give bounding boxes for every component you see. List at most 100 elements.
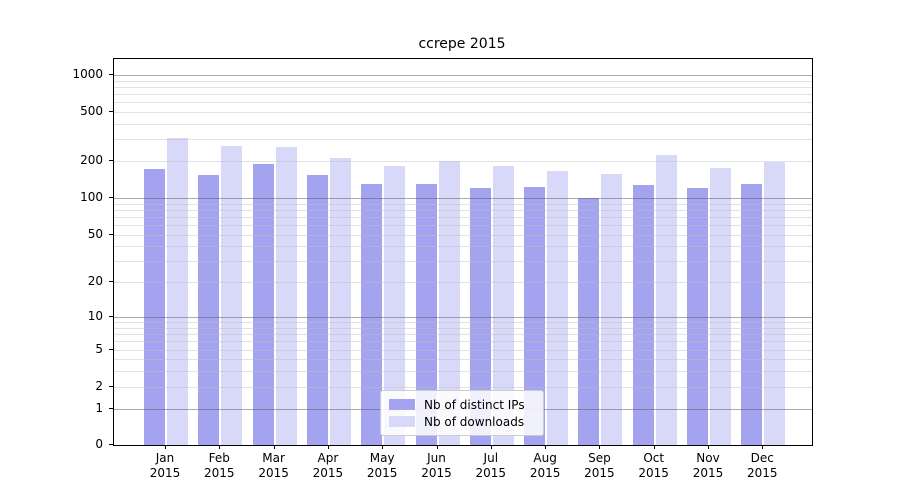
x-tick-feb [219, 445, 221, 449]
x-tick-jan [165, 445, 166, 449]
bar-nb-of-downloads-dec [764, 162, 786, 445]
y-tick-label-500: 500 [80, 104, 103, 118]
y-tick-1 [109, 407, 113, 409]
legend-row-nb-of-distinct-ips: Nb of distinct IPs [389, 396, 535, 413]
x-tick-label-mar: Mar 2015 [258, 451, 289, 480]
y-tick-label-20: 20 [87, 274, 103, 289]
x-tick-label-apr: Apr 2015 [312, 451, 344, 480]
bar-nb-of-downloads-aug [547, 170, 569, 445]
x-tick-label-jan: Jan 2015 [149, 451, 181, 480]
major-gridline-1000 [114, 74, 812, 76]
bar-nb-of-distinct-ips-jan [144, 168, 165, 445]
legend-label-nb-of-downloads: Nb of downloads [424, 414, 525, 429]
bar-nb-of-downloads-may [384, 166, 406, 445]
minor-gridline-400 [114, 124, 812, 125]
minor-gridline-200 [114, 161, 812, 162]
x-tick-oct [653, 445, 655, 449]
x-tick-label-jun: Jun 2015 [421, 451, 452, 480]
minor-gridline-6 [114, 341, 812, 343]
y-tick-label-2: 2 [95, 378, 103, 393]
major-gridline-10 [114, 317, 812, 318]
chart-title: ccrepe 2015 [418, 36, 506, 52]
legend-row-nb-of-downloads: Nb of downloads [389, 413, 535, 430]
x-tick-jul [490, 445, 492, 449]
x-tick-jun [436, 445, 438, 449]
x-tick-label-oct: Oct 2015 [638, 451, 669, 480]
y-tick-label-10: 10 [87, 309, 103, 323]
y-tick-1000 [109, 73, 113, 75]
minor-gridline-20 [114, 282, 812, 284]
y-tick-100 [109, 197, 113, 198]
y-tick-500 [109, 111, 113, 112]
x-tick-label-aug: Aug 2015 [529, 451, 561, 480]
x-tick-label-sep: Sep 2015 [584, 451, 615, 480]
minor-gridline-50 [114, 234, 812, 236]
minor-gridline-80 [114, 209, 812, 211]
y-tick-50 [109, 233, 113, 235]
minor-gridline-8 [114, 327, 812, 329]
bar-nb-of-downloads-jul [492, 166, 514, 445]
legend-label-nb-of-distinct-ips: Nb of distinct IPs [424, 397, 525, 412]
major-gridline-100 [114, 198, 812, 199]
minor-gridline-60 [114, 225, 812, 226]
minor-gridline-900 [114, 80, 812, 82]
bar-nb-of-downloads-sep [601, 173, 623, 445]
x-tick-aug [545, 445, 547, 449]
minor-gridline-70 [114, 216, 812, 218]
bar-nb-of-distinct-ips-jun [415, 183, 437, 445]
y-tick-0 [109, 444, 113, 445]
x-tick-label-may: May 2015 [366, 451, 398, 480]
y-tick-label-100: 100 [80, 190, 103, 204]
x-tick-label-jul: Jul 2015 [475, 451, 507, 480]
legend: Nb of distinct IPs Nb of downloads [380, 390, 544, 436]
bar-nb-of-downloads-nov [710, 167, 731, 445]
bar-nb-of-distinct-ips-sep [578, 197, 600, 445]
y-tick-20 [109, 281, 113, 283]
plot-area [113, 58, 813, 446]
y-tick-2 [109, 385, 113, 387]
bar-nb-of-distinct-ips-mar [252, 164, 274, 445]
minor-gridline-300 [114, 139, 812, 141]
y-tick-label-50: 50 [87, 226, 103, 241]
y-tick-label-1: 1 [95, 400, 103, 415]
y-tick-label-0: 0 [95, 437, 103, 451]
x-tick-label-dec: Dec 2015 [747, 451, 778, 480]
y-tick-label-5: 5 [95, 341, 103, 356]
x-tick-label-feb: Feb 2015 [204, 451, 235, 480]
minor-gridline-7 [114, 334, 812, 336]
y-tick-label-200: 200 [80, 153, 103, 167]
minor-gridline-800 [114, 86, 812, 88]
legend-swatch-nb-of-downloads [389, 416, 415, 427]
x-tick-mar [273, 445, 275, 449]
bar-nb-of-downloads-jun [438, 160, 460, 445]
bar-nb-of-downloads-oct [655, 155, 677, 445]
bar-nb-of-downloads-feb [221, 146, 243, 445]
minor-gridline-9 [114, 322, 812, 324]
bar-nb-of-distinct-ips-dec [741, 183, 763, 445]
minor-gridline-600 [114, 102, 812, 104]
minor-gridline-500 [114, 112, 812, 113]
bar-nb-of-distinct-ips-aug [524, 187, 546, 445]
minor-gridline-700 [114, 94, 812, 95]
bar-nb-of-downloads-apr [329, 158, 351, 445]
x-tick-may [382, 445, 384, 449]
bar-nb-of-distinct-ips-jul [469, 187, 491, 445]
bar-nb-of-distinct-ips-apr [306, 174, 328, 445]
minor-gridline-40 [114, 246, 812, 248]
bar-nb-of-distinct-ips-feb [198, 174, 220, 445]
bar-nb-of-distinct-ips-oct [632, 185, 654, 445]
x-tick-apr [327, 445, 329, 449]
x-tick-nov [708, 445, 709, 449]
y-tick-10 [109, 316, 113, 317]
bar-nb-of-downloads-jan [167, 138, 188, 445]
minor-gridline-30 [114, 261, 812, 263]
minor-gridline-5 [114, 349, 812, 351]
bar-nb-of-distinct-ips-may [361, 184, 383, 445]
x-tick-dec [762, 445, 764, 449]
y-tick-200 [109, 160, 113, 161]
minor-gridline-90 [114, 203, 812, 205]
legend-swatch-nb-of-distinct-ips [389, 399, 415, 410]
minor-gridline-3 [114, 371, 812, 373]
bar-nb-of-downloads-mar [275, 147, 297, 445]
